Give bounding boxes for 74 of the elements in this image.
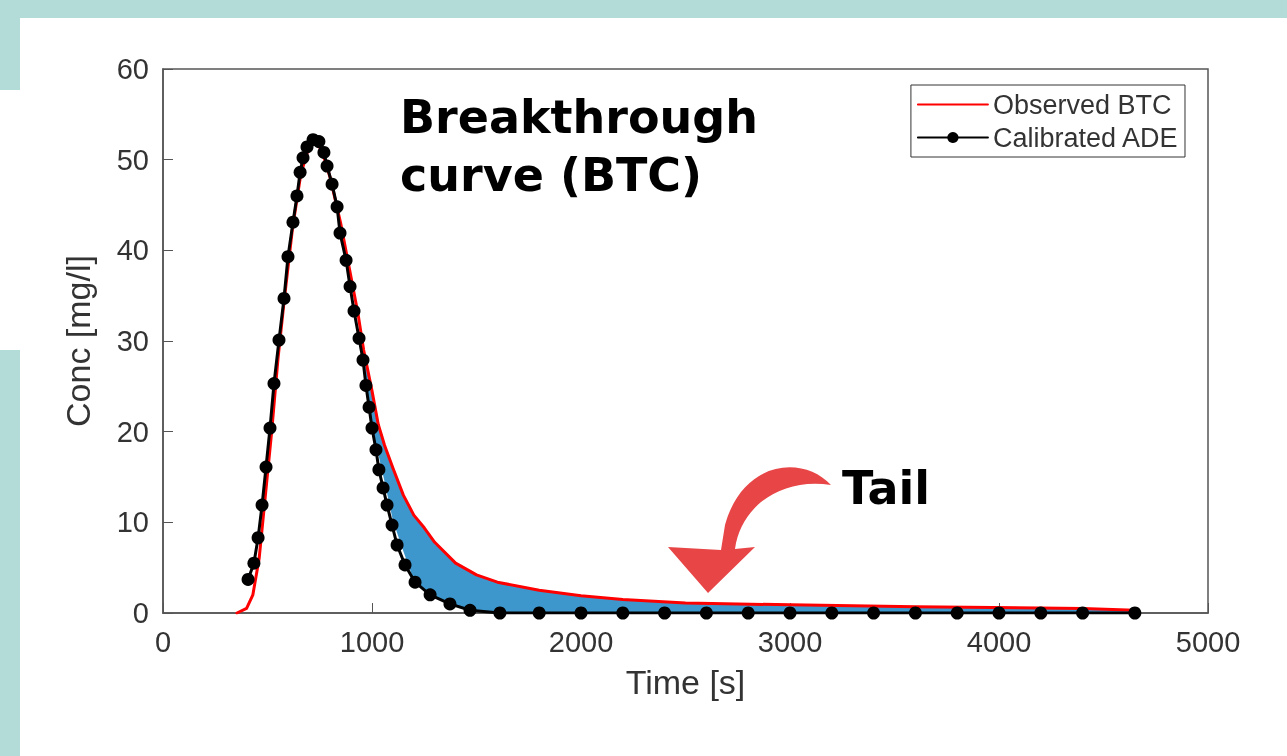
x-axis-title: Time [s]	[625, 663, 746, 701]
point	[376, 481, 390, 495]
point	[359, 378, 373, 392]
point	[272, 333, 286, 347]
point	[390, 538, 404, 552]
y-tick-label: 10	[116, 506, 149, 539]
point	[362, 400, 376, 414]
point	[380, 498, 394, 512]
point	[251, 531, 265, 545]
point	[950, 606, 964, 620]
y-tick-label: 0	[132, 597, 149, 629]
point	[783, 606, 797, 620]
x-tick-label: 2000	[548, 625, 614, 658]
point	[312, 135, 326, 149]
x-tick-label: 4000	[966, 625, 1032, 658]
point	[1034, 606, 1048, 620]
legend-label: Calibrated ADE	[992, 122, 1178, 153]
point	[825, 606, 839, 620]
point	[1128, 606, 1142, 620]
point	[320, 159, 334, 173]
point	[296, 151, 310, 165]
y-tick-label: 50	[116, 143, 149, 176]
x-tick-label: 3000	[757, 625, 823, 658]
point	[263, 421, 277, 435]
y-tick-label: 30	[116, 325, 149, 357]
point	[241, 572, 255, 586]
point	[277, 291, 291, 305]
point	[286, 215, 300, 229]
x-tick-label: 0	[154, 625, 172, 658]
y-tick-label: 20	[116, 415, 149, 448]
point	[255, 498, 269, 512]
point	[741, 606, 755, 620]
point	[463, 603, 477, 617]
point	[267, 377, 281, 391]
point	[369, 443, 383, 457]
x-tick-label: 5000	[1175, 625, 1241, 658]
point	[347, 304, 361, 318]
point	[867, 606, 881, 620]
point	[293, 165, 307, 179]
legend-label: Observed BTC	[992, 89, 1172, 120]
point	[330, 200, 344, 214]
point	[365, 421, 379, 435]
point	[339, 253, 353, 267]
point	[385, 518, 399, 532]
point	[532, 606, 546, 620]
point	[317, 145, 331, 159]
point	[343, 280, 357, 294]
point	[443, 597, 457, 611]
point	[699, 606, 713, 620]
point	[1076, 606, 1090, 620]
text: Breakthrough curve (BTC)	[400, 90, 775, 202]
x-tick-label: 1000	[339, 625, 405, 658]
point	[423, 588, 437, 602]
point	[408, 575, 422, 589]
point	[992, 606, 1006, 620]
annotation: Tail	[842, 461, 931, 515]
y-tick-label: 40	[116, 234, 149, 267]
point	[259, 460, 273, 474]
y-axis-title: Conc [mg/l]	[59, 255, 97, 427]
point	[372, 463, 386, 477]
point	[908, 606, 922, 620]
point	[574, 606, 588, 620]
point	[290, 189, 304, 203]
point	[493, 606, 507, 620]
point	[616, 606, 630, 620]
point	[398, 558, 412, 572]
point	[658, 606, 672, 620]
y-tick-label: 60	[116, 53, 149, 85]
point	[325, 177, 339, 191]
point	[356, 353, 370, 367]
point	[333, 226, 347, 240]
point	[247, 556, 261, 570]
point	[281, 250, 295, 264]
point	[352, 331, 366, 345]
